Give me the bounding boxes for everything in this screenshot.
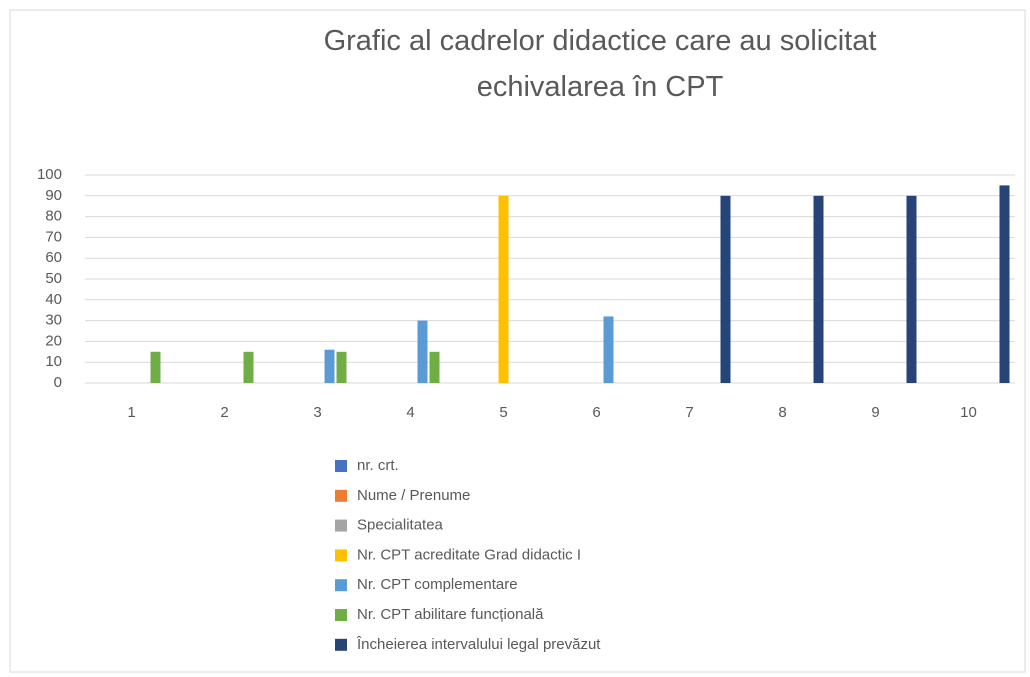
x-tick-label: 4 xyxy=(406,404,414,421)
x-tick-label: 1 xyxy=(127,404,135,421)
y-tick-label: 100 xyxy=(37,166,62,183)
y-tick-label: 10 xyxy=(45,353,62,370)
x-tick-label: 9 xyxy=(871,404,879,421)
x-tick-label: 5 xyxy=(499,404,507,421)
legend-swatch xyxy=(335,460,347,472)
x-tick-label: 7 xyxy=(685,404,693,421)
x-tick-label: 6 xyxy=(592,404,600,421)
y-tick-label: 30 xyxy=(45,312,62,329)
legend-swatch xyxy=(335,579,347,592)
legend-swatch xyxy=(335,609,347,621)
legend-swatch xyxy=(335,519,347,532)
bar xyxy=(324,349,335,383)
bar xyxy=(999,185,1010,383)
bar xyxy=(336,351,347,383)
y-tick-label: 20 xyxy=(45,332,62,349)
x-tick-label: 2 xyxy=(220,404,228,421)
bar xyxy=(243,351,254,383)
y-tick-label: 60 xyxy=(45,249,62,266)
x-tick-label: 8 xyxy=(778,404,786,421)
legend-label: Nume / Prenume xyxy=(357,487,470,504)
y-tick-label: 0 xyxy=(54,374,62,391)
bar xyxy=(720,195,731,383)
bar xyxy=(417,320,428,383)
bar xyxy=(813,195,824,383)
x-tick-label: 3 xyxy=(313,404,321,421)
legend-label: nr. crt. xyxy=(357,457,399,474)
y-tick-label: 70 xyxy=(45,228,62,245)
chart-frame xyxy=(9,9,1026,673)
legend-label: Încheierea intervalului legal prevăzut xyxy=(356,636,601,653)
legend-label: Nr. CPT acreditate Grad didactic I xyxy=(357,546,581,563)
y-tick-label: 50 xyxy=(45,270,62,287)
chart-title: Grafic al cadrelor didactice care au sol… xyxy=(323,25,877,103)
bar xyxy=(498,195,509,383)
legend-label: Nr. CPT abilitare funcțională xyxy=(357,606,544,623)
bar xyxy=(906,195,917,383)
legend-swatch xyxy=(335,549,347,562)
y-tick-label: 40 xyxy=(45,291,62,308)
legend-swatch xyxy=(335,489,347,502)
y-tick-label: 80 xyxy=(45,208,62,225)
bar xyxy=(429,351,440,383)
x-tick-label: 10 xyxy=(960,404,977,421)
legend-label: Nr. CPT complementare xyxy=(357,576,518,593)
bar xyxy=(150,351,161,383)
legend-label: Specialitatea xyxy=(357,517,444,534)
y-tick-label: 90 xyxy=(45,187,62,204)
legend-swatch xyxy=(335,638,347,651)
bar xyxy=(603,316,614,383)
